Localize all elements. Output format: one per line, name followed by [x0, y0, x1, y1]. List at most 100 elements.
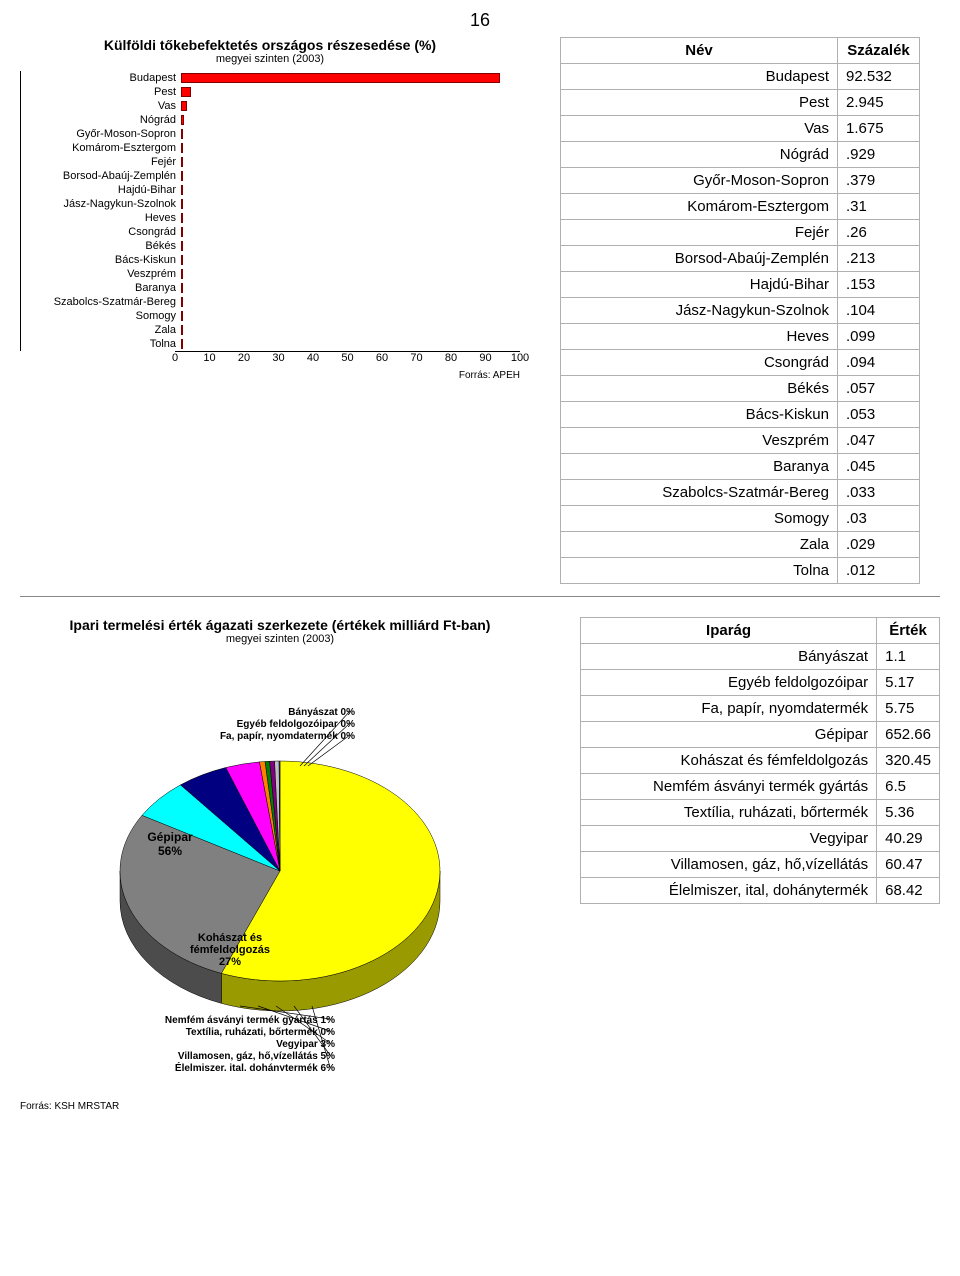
table-cell: .153	[838, 272, 920, 298]
table-cell: .045	[838, 454, 920, 480]
bar-label: Szabolcs-Szatmár-Bereg	[21, 296, 181, 308]
table-cell: Bányászat	[581, 644, 877, 670]
bar-row: Tolna	[21, 337, 520, 351]
x-tick: 80	[445, 352, 457, 364]
table-row: Jász-Nagykun-Szolnok.104	[561, 298, 920, 324]
table-cell: Heves	[561, 324, 838, 350]
table-cell: .099	[838, 324, 920, 350]
pie-slice-label: 27%	[219, 956, 241, 968]
table-row: Villamosen, gáz, hő,vízellátás60.47	[581, 852, 940, 878]
bar-row: Budapest	[21, 71, 520, 85]
bar-row: Békés	[21, 239, 520, 253]
pie-callout: Villamosen, gáz, hő,vízellátás 5%	[178, 1051, 335, 1062]
bar-fill	[181, 297, 183, 307]
page-number: 16	[0, 0, 960, 37]
table-cell: 5.36	[877, 800, 940, 826]
pie-slice-label: Gépipar	[147, 830, 193, 844]
bar-fill	[181, 339, 183, 349]
x-tick: 90	[479, 352, 491, 364]
bar-fill	[181, 241, 183, 251]
table-row: Textília, ruházati, bőrtermék5.36	[581, 800, 940, 826]
table-cell: .053	[838, 402, 920, 428]
x-tick: 70	[410, 352, 422, 364]
bar-label: Zala	[21, 324, 181, 336]
table-cell: Kohászat és fémfeldolgozás	[581, 748, 877, 774]
table-cell: .26	[838, 220, 920, 246]
pie-slice-label: fémfeldolgozás	[190, 944, 270, 956]
table-cell: Komárom-Esztergom	[561, 194, 838, 220]
table-row: Kohászat és fémfeldolgozás320.45	[581, 748, 940, 774]
table-row: Komárom-Esztergom.31	[561, 194, 920, 220]
pie-callout: Nemfém ásványi termék gyártás 1%	[165, 1015, 335, 1026]
table-row: Vas1.675	[561, 116, 920, 142]
table-cell: 1.1	[877, 644, 940, 670]
bar-row: Borsod-Abaúj-Zemplén	[21, 169, 520, 183]
table-cell: Villamosen, gáz, hő,vízellátás	[581, 852, 877, 878]
table-row: Nógrád.929	[561, 142, 920, 168]
bar-label: Budapest	[21, 72, 181, 84]
bar-chart-container: Külföldi tőkebefektetés országos részese…	[20, 37, 520, 381]
x-tick: 0	[172, 352, 178, 364]
x-tick: 10	[203, 352, 215, 364]
table-row: Pest2.945	[561, 90, 920, 116]
bar-label: Komárom-Esztergom	[21, 142, 181, 154]
table1-header-pct: Százalék	[838, 38, 920, 64]
bar-fill	[181, 101, 187, 111]
table-cell: Zala	[561, 532, 838, 558]
table-row: Fejér.26	[561, 220, 920, 246]
table-cell: 320.45	[877, 748, 940, 774]
bar-label: Heves	[21, 212, 181, 224]
bar-row: Pest	[21, 85, 520, 99]
pie-chart-title: Ipari termelési érték ágazati szerkezete…	[20, 617, 540, 633]
table-cell: 5.17	[877, 670, 940, 696]
table-row: Heves.099	[561, 324, 920, 350]
table-row: Békés.057	[561, 376, 920, 402]
bar-label: Veszprém	[21, 268, 181, 280]
bar-row: Jász-Nagykun-Szolnok	[21, 197, 520, 211]
table-cell: Vegyipar	[581, 826, 877, 852]
bar-label: Csongrád	[21, 226, 181, 238]
bar-chart: BudapestPestVasNógrádGyőr-Moson-SopronKo…	[20, 71, 520, 351]
table-cell: Fejér	[561, 220, 838, 246]
bar-fill	[181, 255, 183, 265]
bar-row: Hajdú-Bihar	[21, 183, 520, 197]
pie-slice-label: 56%	[158, 844, 182, 858]
table-cell: .029	[838, 532, 920, 558]
section-divider	[20, 596, 940, 597]
table-cell: Tolna	[561, 558, 838, 584]
table-cell: .057	[838, 376, 920, 402]
table-cell: Budapest	[561, 64, 838, 90]
bar-chart-xaxis: 0102030405060708090100	[175, 351, 520, 368]
bar-fill	[181, 199, 183, 209]
table-cell: 92.532	[838, 64, 920, 90]
table-row: Veszprém.047	[561, 428, 920, 454]
table2-header-name: Iparág	[581, 618, 877, 644]
table-row: Tolna.012	[561, 558, 920, 584]
pie-callout: Egyéb feldolgozóipar 0%	[237, 719, 355, 730]
bar-label: Békés	[21, 240, 181, 252]
bar-fill	[181, 269, 183, 279]
bar-fill	[181, 171, 183, 181]
bar-row: Győr-Moson-Sopron	[21, 127, 520, 141]
bar-fill	[181, 87, 191, 97]
bar-fill	[181, 311, 183, 321]
pie-callout: Élelmiszer, ital, dohánytermék 6%	[175, 1061, 335, 1071]
table-cell: 68.42	[877, 878, 940, 904]
table-cell: Jász-Nagykun-Szolnok	[561, 298, 838, 324]
table-cell: .012	[838, 558, 920, 584]
table-cell: 40.29	[877, 826, 940, 852]
table-row: Budapest92.532	[561, 64, 920, 90]
x-tick: 50	[341, 352, 353, 364]
pie-callout: Vegyipar 3%	[276, 1039, 335, 1050]
table-row: Hajdú-Bihar.153	[561, 272, 920, 298]
pie-callout: Bányászat 0%	[288, 707, 355, 718]
bar-chart-source: Forrás: APEH	[20, 370, 520, 381]
bar-fill	[181, 129, 183, 139]
bar-row: Vas	[21, 99, 520, 113]
table-cell: .929	[838, 142, 920, 168]
pie-chart-source: Forrás: KSH MRSTAR	[0, 1101, 960, 1112]
table-cell: Egyéb feldolgozóipar	[581, 670, 877, 696]
table-row: Egyéb feldolgozóipar5.17	[581, 670, 940, 696]
table-row: Élelmiszer, ital, dohánytermék68.42	[581, 878, 940, 904]
table-cell: 60.47	[877, 852, 940, 878]
